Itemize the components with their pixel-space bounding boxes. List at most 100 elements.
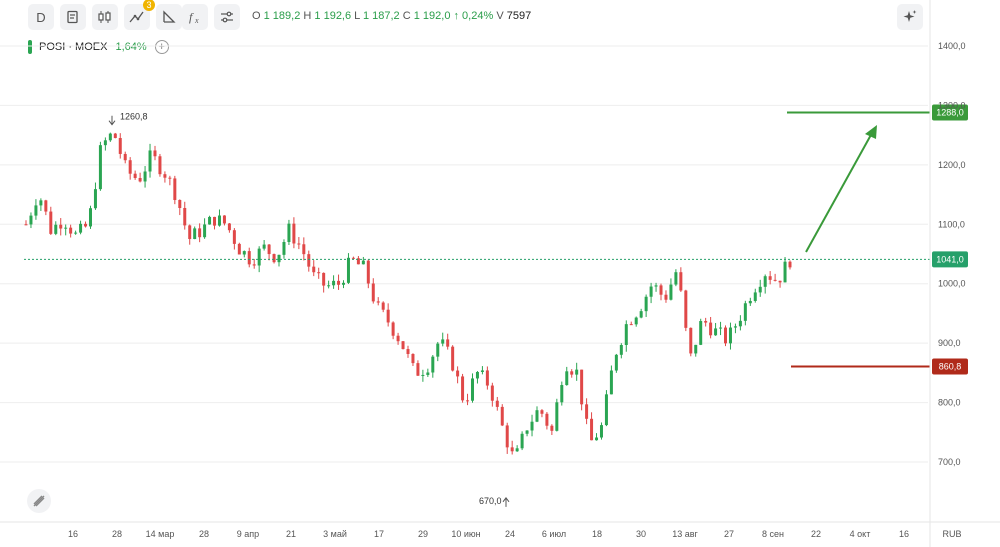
time-tick-label: 17 [374, 529, 384, 539]
candle-body [530, 421, 534, 431]
candle-body [470, 378, 474, 401]
interval-button[interactable]: D [28, 4, 54, 30]
candle-body [758, 286, 762, 293]
candle-body [694, 344, 698, 354]
candle-body [342, 282, 346, 285]
candle-body [322, 272, 326, 286]
formula-button[interactable]: f x [182, 4, 208, 30]
high-label: H [303, 10, 312, 22]
time-tick-label: 22 [811, 529, 821, 539]
candle-body [684, 290, 688, 328]
drawing-icon [163, 10, 176, 23]
candle-body [123, 153, 127, 161]
candle-body [783, 261, 787, 283]
candle-body [213, 216, 217, 226]
candle-body [426, 372, 430, 375]
time-tick-label: 27 [724, 529, 734, 539]
drawing-mode-button[interactable] [27, 489, 51, 513]
candle-body [520, 433, 524, 449]
candle-body [664, 294, 668, 300]
candle-body [366, 260, 370, 284]
candle-body [178, 199, 182, 208]
candle-body [475, 371, 479, 379]
candle-body [54, 224, 58, 234]
settings-button[interactable] [214, 4, 240, 30]
ruler-icon [33, 495, 45, 507]
interval-label: D [36, 9, 46, 25]
candle-body [257, 248, 261, 266]
indicators-icon [129, 11, 144, 23]
time-tick-label: 3 май [323, 529, 347, 539]
stop-price-tag: 860,8 [939, 361, 962, 371]
candle-body [659, 285, 663, 295]
candle-body [49, 211, 53, 234]
candle-body [510, 447, 514, 452]
chart-toolbar: D 3 f x [0, 0, 1000, 34]
candle-body [679, 272, 683, 291]
candle-body [173, 178, 177, 200]
candle-body [168, 177, 172, 179]
low-label: L [354, 10, 360, 22]
candle-body [381, 302, 385, 310]
close-value: 1 192,0 [413, 10, 451, 22]
candle-body [485, 370, 489, 386]
candle-body [575, 369, 579, 375]
candle-body [768, 276, 772, 280]
high-arrow-icon [108, 115, 116, 126]
projection-arrow [805, 132, 873, 253]
fx-icon: f x [189, 10, 199, 24]
candle-body [98, 145, 102, 190]
candle-body [624, 324, 628, 345]
candle-body [188, 225, 192, 240]
stop-price-tag-bg [932, 358, 968, 375]
drawing-tools-button[interactable] [156, 4, 182, 30]
price-tick-label: 800,0 [938, 398, 961, 408]
candle-body [639, 311, 643, 318]
candle-body [590, 418, 594, 441]
candle-body [292, 223, 296, 244]
candle-body [525, 430, 529, 434]
candle-body [93, 189, 97, 209]
sparkle-icon [903, 10, 917, 22]
time-tick-label: 30 [636, 529, 646, 539]
chart-grid [0, 45, 928, 463]
candle-body [743, 303, 747, 321]
candle-body [198, 228, 202, 238]
volume-label: V [496, 10, 504, 22]
candle-body [371, 283, 375, 302]
indicators-button[interactable]: 3 [124, 0, 155, 30]
candle-body [84, 223, 88, 227]
price-tick-label: 900,0 [938, 338, 961, 348]
candle-body [411, 353, 415, 364]
candle-body [599, 425, 603, 438]
candle-body [738, 320, 742, 327]
price-tick-label: 1200,0 [938, 160, 966, 170]
candle-body [788, 261, 792, 268]
candle-body [351, 257, 355, 259]
note-button[interactable] [60, 4, 86, 30]
candle-body [401, 341, 405, 350]
candle-body [724, 327, 728, 344]
candle-body [535, 410, 539, 422]
ai-assist-button[interactable] [897, 4, 923, 30]
candle-body [232, 230, 236, 244]
candle-body [545, 413, 549, 426]
candle-body [262, 244, 266, 249]
svg-text:x: x [194, 16, 199, 24]
candle-body [133, 173, 137, 178]
candle-body [396, 335, 400, 342]
candle-body [500, 406, 504, 426]
candle-body [327, 285, 331, 287]
time-tick-label: 28 [112, 529, 122, 539]
symbol-name[interactable]: POSI · MOEX [39, 41, 108, 53]
volume-value: 7597 [506, 10, 532, 22]
candle-body [217, 215, 221, 226]
candle-body [714, 328, 718, 336]
chart-type-button[interactable] [92, 4, 118, 30]
time-tick-label: 28 [199, 529, 209, 539]
candle-body [247, 251, 251, 265]
candle-body [148, 150, 152, 172]
candle-body [88, 208, 92, 227]
candle-body [550, 425, 554, 431]
